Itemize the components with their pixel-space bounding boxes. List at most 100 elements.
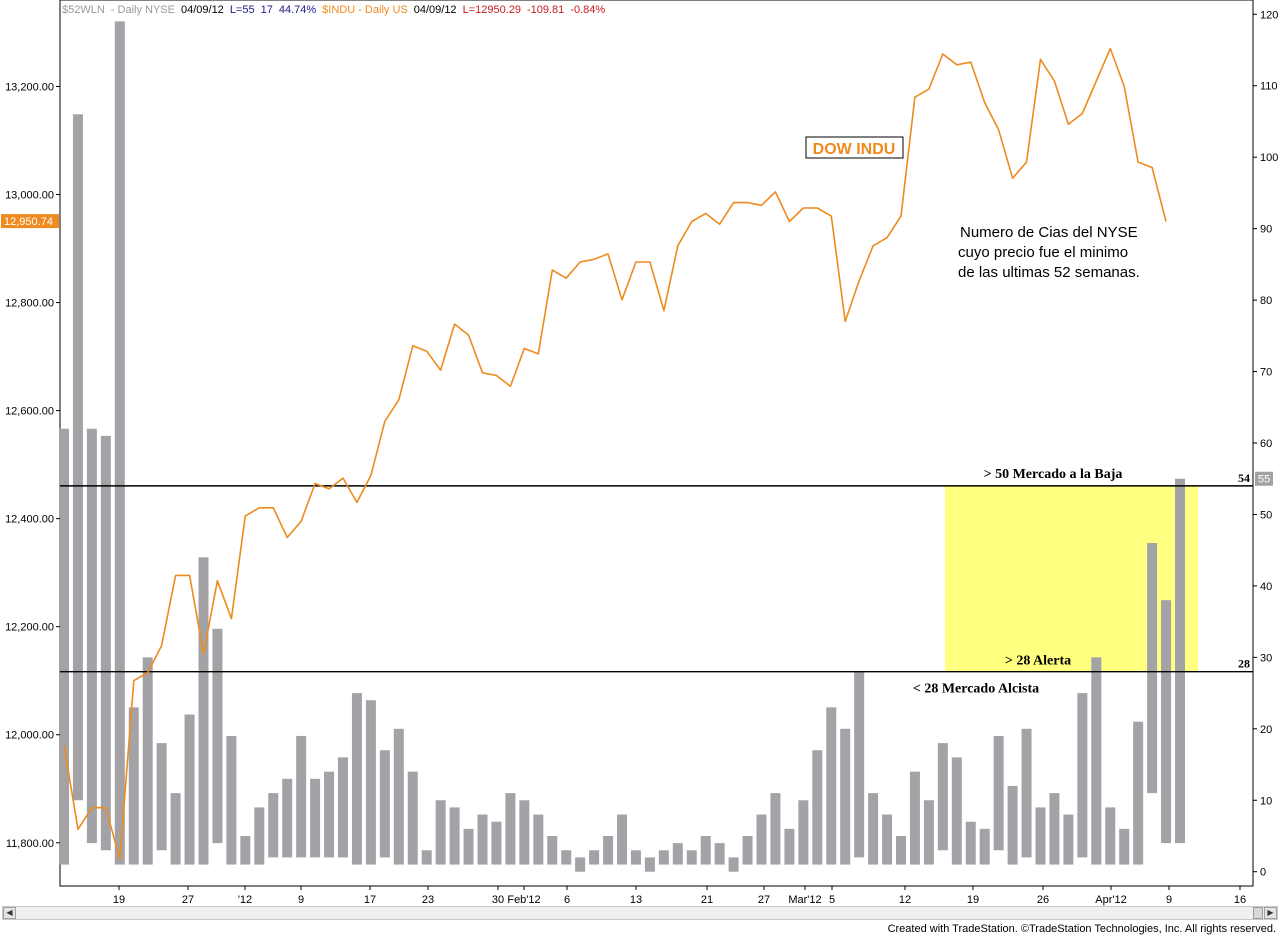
x-tick-label-4: 17 [364, 894, 376, 906]
bar-36 [561, 850, 572, 865]
bar-13 [240, 835, 251, 865]
bar-20 [338, 757, 348, 858]
bar-67 [993, 735, 1004, 851]
bar-60 [896, 835, 906, 865]
left-tick-label-5: 12,800.00 [5, 298, 54, 310]
bar-8 [170, 793, 181, 865]
bar-39 [603, 835, 614, 865]
bar-25 [407, 771, 418, 865]
bar-17 [296, 735, 307, 858]
bar-54 [812, 750, 823, 865]
bar-58 [868, 793, 879, 865]
bar-30 [477, 814, 488, 865]
header-sym1-chg: 17 [260, 4, 273, 16]
yellow-zone [945, 485, 1198, 672]
bar-73 [1077, 693, 1088, 858]
bar-4 [114, 21, 125, 865]
left-tick-label-1: 12,000.00 [5, 730, 54, 742]
bar-61 [909, 771, 920, 865]
bar-70 [1035, 807, 1046, 865]
right-tick-label-10: 100 [1260, 152, 1278, 164]
line-upper-label: > 50 Mercado a la Baja [984, 467, 1123, 482]
bar-41 [630, 850, 641, 865]
x-tick-label-14: 12 [899, 894, 911, 906]
bar-74 [1091, 657, 1102, 865]
x-tick-label-17: Apr'12 [1095, 894, 1126, 906]
bar-9 [184, 714, 195, 865]
bar-48 [728, 857, 739, 872]
bar-26 [421, 850, 432, 865]
left-tick-label-6: 13,000.00 [5, 189, 54, 201]
bar-32 [505, 793, 516, 865]
bar-71 [1049, 793, 1060, 865]
plot-area [59, 0, 1254, 887]
scroll-right-arrow-icon[interactable]: ▶ [1264, 907, 1277, 919]
right-tick-label-1: 10 [1260, 795, 1272, 807]
bar-14 [254, 807, 265, 865]
bar-28 [449, 807, 460, 865]
header-sym2-date: 04/09/12 [413, 4, 457, 16]
last-bar-tag-bg [1255, 471, 1273, 486]
right-tick-label-5: 50 [1260, 509, 1272, 521]
bar-43 [658, 850, 669, 865]
right-tick-label-6: 60 [1260, 438, 1272, 450]
price-line [63, 47, 1167, 860]
bar-15 [268, 793, 279, 858]
left-tick-label-4: 12,600.00 [5, 406, 54, 418]
bar-35 [547, 835, 558, 865]
header-sym1-l: L=55 [229, 4, 255, 16]
bar-40 [617, 814, 627, 865]
header-sym1-date: 04/09/12 [180, 4, 224, 16]
line-lower-value: 28 [1238, 657, 1250, 671]
bar-3 [100, 435, 111, 851]
header-sym2-l: L=12950.29 [462, 4, 521, 16]
header-sym1-meta: - Daily NYSE [110, 4, 175, 16]
bar-44 [672, 843, 683, 865]
x-tick-label-19: 16 [1234, 894, 1246, 906]
scroll-thumb[interactable] [1253, 907, 1263, 919]
bar-21 [351, 693, 362, 865]
bar-64 [951, 757, 962, 865]
x-tick-label-1: 27 [182, 894, 194, 906]
bar-59 [882, 814, 893, 865]
x-tick-label-13: 5 [829, 894, 835, 906]
header-sym1-pct: 44.74% [278, 4, 317, 16]
bar-45 [686, 850, 697, 865]
bar-57 [854, 671, 865, 858]
scroll-left-arrow-icon[interactable]: ◀ [3, 907, 16, 919]
left-tick-label-0: 11,800.00 [6, 838, 54, 850]
bar-77 [1133, 721, 1144, 865]
last-price-tag-bg [1, 214, 59, 229]
bar-56 [840, 728, 851, 865]
bar-18 [310, 778, 321, 858]
bar-69 [1021, 728, 1032, 858]
bar-34 [533, 814, 544, 865]
bar-11 [212, 628, 223, 844]
bar-62 [923, 800, 934, 865]
x-tick-label-3: 9 [298, 894, 304, 906]
x-tick-label-16: 26 [1037, 894, 1049, 906]
bar-46 [700, 835, 711, 865]
bar-5 [128, 707, 139, 865]
bar-65 [965, 821, 976, 865]
bar-76 [1119, 828, 1130, 865]
bar-33 [519, 800, 530, 865]
bar-6 [142, 657, 153, 865]
header-sym2: $INDU - Daily US [322, 4, 408, 16]
horizontal-scrollbar[interactable]: ◀ ▶ [2, 906, 1278, 920]
right-tick-label-2: 20 [1260, 724, 1272, 736]
bar-80 [1175, 478, 1185, 844]
last-price-tag: 12,950.74 [4, 216, 53, 228]
last-bar-tag: 55 [1258, 474, 1270, 486]
bar-37 [575, 857, 586, 872]
description-line-0: Numero de Cias del NYSE [960, 224, 1138, 241]
right-tick-label-11: 110 [1260, 81, 1278, 93]
header-sym2-chg: -109.81 [526, 4, 565, 16]
bar-52 [784, 828, 795, 865]
description-line-1: cuyo precio fue el minimo [958, 244, 1128, 261]
bar-2 [86, 428, 97, 844]
x-tick-label-5: 23 [422, 894, 434, 906]
header-sym2-pct: -0.84% [570, 4, 606, 16]
x-tick-label-7: Feb'12 [507, 894, 540, 906]
